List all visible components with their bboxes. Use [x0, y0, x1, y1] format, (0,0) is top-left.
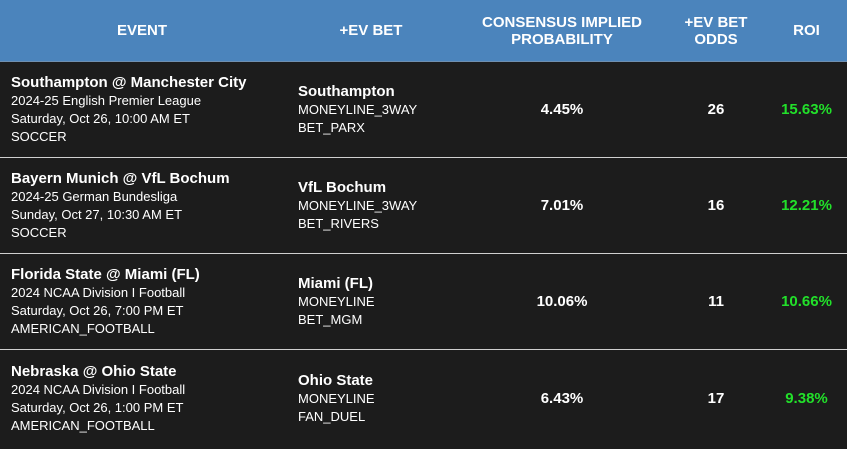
- odds-value: 26: [707, 101, 725, 118]
- event-league: 2024 NCAA Division I Football: [11, 285, 186, 300]
- bet-market: MONEYLINE_3WAY: [298, 198, 418, 213]
- table-row[interactable]: Southampton @ Manchester City 2024-25 En…: [0, 62, 847, 158]
- probability-value: 6.43%: [540, 389, 584, 407]
- roi-value: 10.66%: [781, 293, 832, 310]
- bet-book: BET_MGM: [298, 312, 363, 327]
- event-datetime: Sunday, Oct 27, 10:30 AM ET: [11, 207, 183, 222]
- probability-value: 7.01%: [540, 197, 584, 214]
- event-league: 2024-25 English Premier League: [11, 93, 202, 108]
- event-datetime: Saturday, Oct 26, 7:00 PM ET: [11, 303, 184, 318]
- roi-value: 9.38%: [785, 389, 828, 407]
- table-row[interactable]: Florida State @ Miami (FL) 2024 NCAA Div…: [0, 254, 847, 350]
- event-title: Southampton @ Manchester City: [11, 74, 247, 91]
- header-roi-label: ROI: [793, 22, 820, 39]
- roi-value: 15.63%: [781, 101, 832, 118]
- odds-value: 17: [707, 389, 725, 407]
- header-bet-label: +EV BET: [339, 22, 403, 39]
- event-cell: Southampton @ Manchester City 2024-25 En…: [0, 73, 284, 146]
- event-cell: Nebraska @ Ohio State 2024 NCAA Division…: [0, 362, 284, 435]
- event-cell: Florida State @ Miami (FL) 2024 NCAA Div…: [0, 265, 284, 338]
- event-title: Florida State @ Miami (FL): [11, 266, 200, 283]
- event-sport: AMERICAN_FOOTBALL: [11, 417, 155, 433]
- bet-cell: Ohio State MONEYLINE FAN_DUEL: [284, 371, 458, 426]
- table-row[interactable]: Nebraska @ Ohio State 2024 NCAA Division…: [0, 350, 847, 446]
- header-probability[interactable]: CONSENSUS IMPLIED PROBABILITY: [458, 14, 666, 48]
- header-event[interactable]: EVENT: [0, 22, 284, 39]
- bet-market: MONEYLINE: [298, 294, 375, 309]
- bet-cell: Miami (FL) MONEYLINE BET_MGM: [284, 274, 458, 329]
- bet-book: BET_PARX: [298, 120, 365, 135]
- bet-book: BET_RIVERS: [298, 216, 379, 231]
- odds-value: 11: [708, 293, 724, 310]
- bet-book: FAN_DUEL: [298, 408, 366, 424]
- event-title: Bayern Munich @ VfL Bochum: [11, 170, 230, 187]
- header-roi[interactable]: ROI: [766, 22, 847, 39]
- bet-team: Ohio State: [298, 371, 374, 389]
- event-league: 2024 NCAA Division I Football: [11, 381, 186, 397]
- header-event-label: EVENT: [116, 22, 167, 39]
- event-title: Nebraska @ Ohio State: [11, 362, 177, 380]
- bet-team: Miami (FL): [298, 275, 373, 292]
- event-sport: AMERICAN_FOOTBALL: [11, 321, 155, 336]
- probability-value: 4.45%: [540, 101, 584, 118]
- event-league: 2024-25 German Bundesliga: [11, 189, 178, 204]
- event-cell: Bayern Munich @ VfL Bochum 2024-25 Germa…: [0, 169, 284, 242]
- bet-team: Southampton: [298, 83, 395, 100]
- header-odds-line2: ODDS: [694, 30, 738, 48]
- probability-value: 10.06%: [536, 293, 588, 310]
- bet-market: MONEYLINE: [298, 390, 375, 406]
- roi-value: 12.21%: [781, 197, 832, 214]
- event-sport: SOCCER: [11, 225, 67, 240]
- header-probability-line2: PROBABILITY: [511, 30, 613, 48]
- bet-team: VfL Bochum: [298, 179, 387, 196]
- header-probability-line1: CONSENSUS IMPLIED: [481, 13, 643, 31]
- header-odds[interactable]: +EV BET ODDS: [666, 14, 766, 48]
- odds-value: 16: [707, 197, 725, 214]
- bet-cell: Southampton MONEYLINE_3WAY BET_PARX: [284, 82, 458, 137]
- event-datetime: Saturday, Oct 26, 1:00 PM ET: [11, 399, 184, 415]
- header-odds-line1: +EV BET: [684, 13, 748, 31]
- table-row[interactable]: Bayern Munich @ VfL Bochum 2024-25 Germa…: [0, 158, 847, 254]
- bet-market: MONEYLINE_3WAY: [298, 102, 418, 117]
- event-sport: SOCCER: [11, 129, 67, 144]
- bet-cell: VfL Bochum MONEYLINE_3WAY BET_RIVERS: [284, 178, 458, 233]
- event-datetime: Saturday, Oct 26, 10:00 AM ET: [11, 111, 190, 126]
- header-bet[interactable]: +EV BET: [284, 22, 458, 39]
- table-header: EVENT +EV BET CONSENSUS IMPLIED PROBABIL…: [0, 0, 847, 62]
